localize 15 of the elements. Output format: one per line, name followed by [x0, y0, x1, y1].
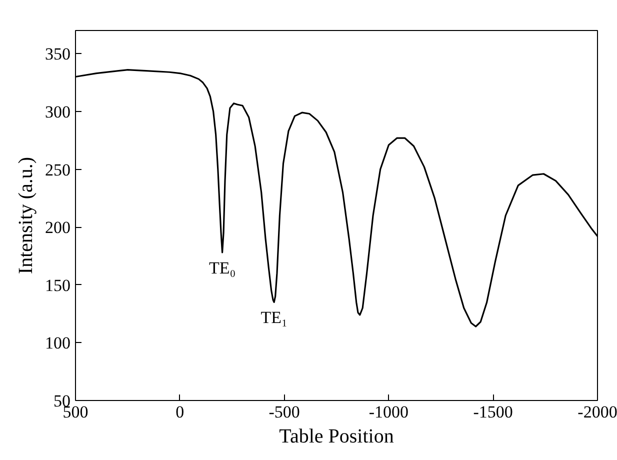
y-tick-label: 150 [45, 276, 70, 295]
x-tick-label: -500 [268, 402, 300, 422]
y-tick-label: 250 [45, 160, 70, 180]
y-tick-label: 300 [45, 102, 70, 122]
x-tick-label: -1000 [368, 402, 409, 422]
annotation: TE₁ [260, 308, 288, 328]
x-tick-label: -1500 [473, 402, 513, 422]
x-tick-label: -2000 [578, 402, 617, 422]
y-tick-label: 100 [45, 334, 70, 353]
x-tick-label: 0 [176, 402, 184, 422]
y-tick-label: 200 [45, 218, 70, 238]
y-axis-title: Intensity (a.u.) [15, 156, 37, 274]
y-tick-label: 350 [45, 44, 70, 64]
annotation: TE₀ [208, 258, 236, 278]
x-axis-title: Table Position [279, 426, 394, 448]
